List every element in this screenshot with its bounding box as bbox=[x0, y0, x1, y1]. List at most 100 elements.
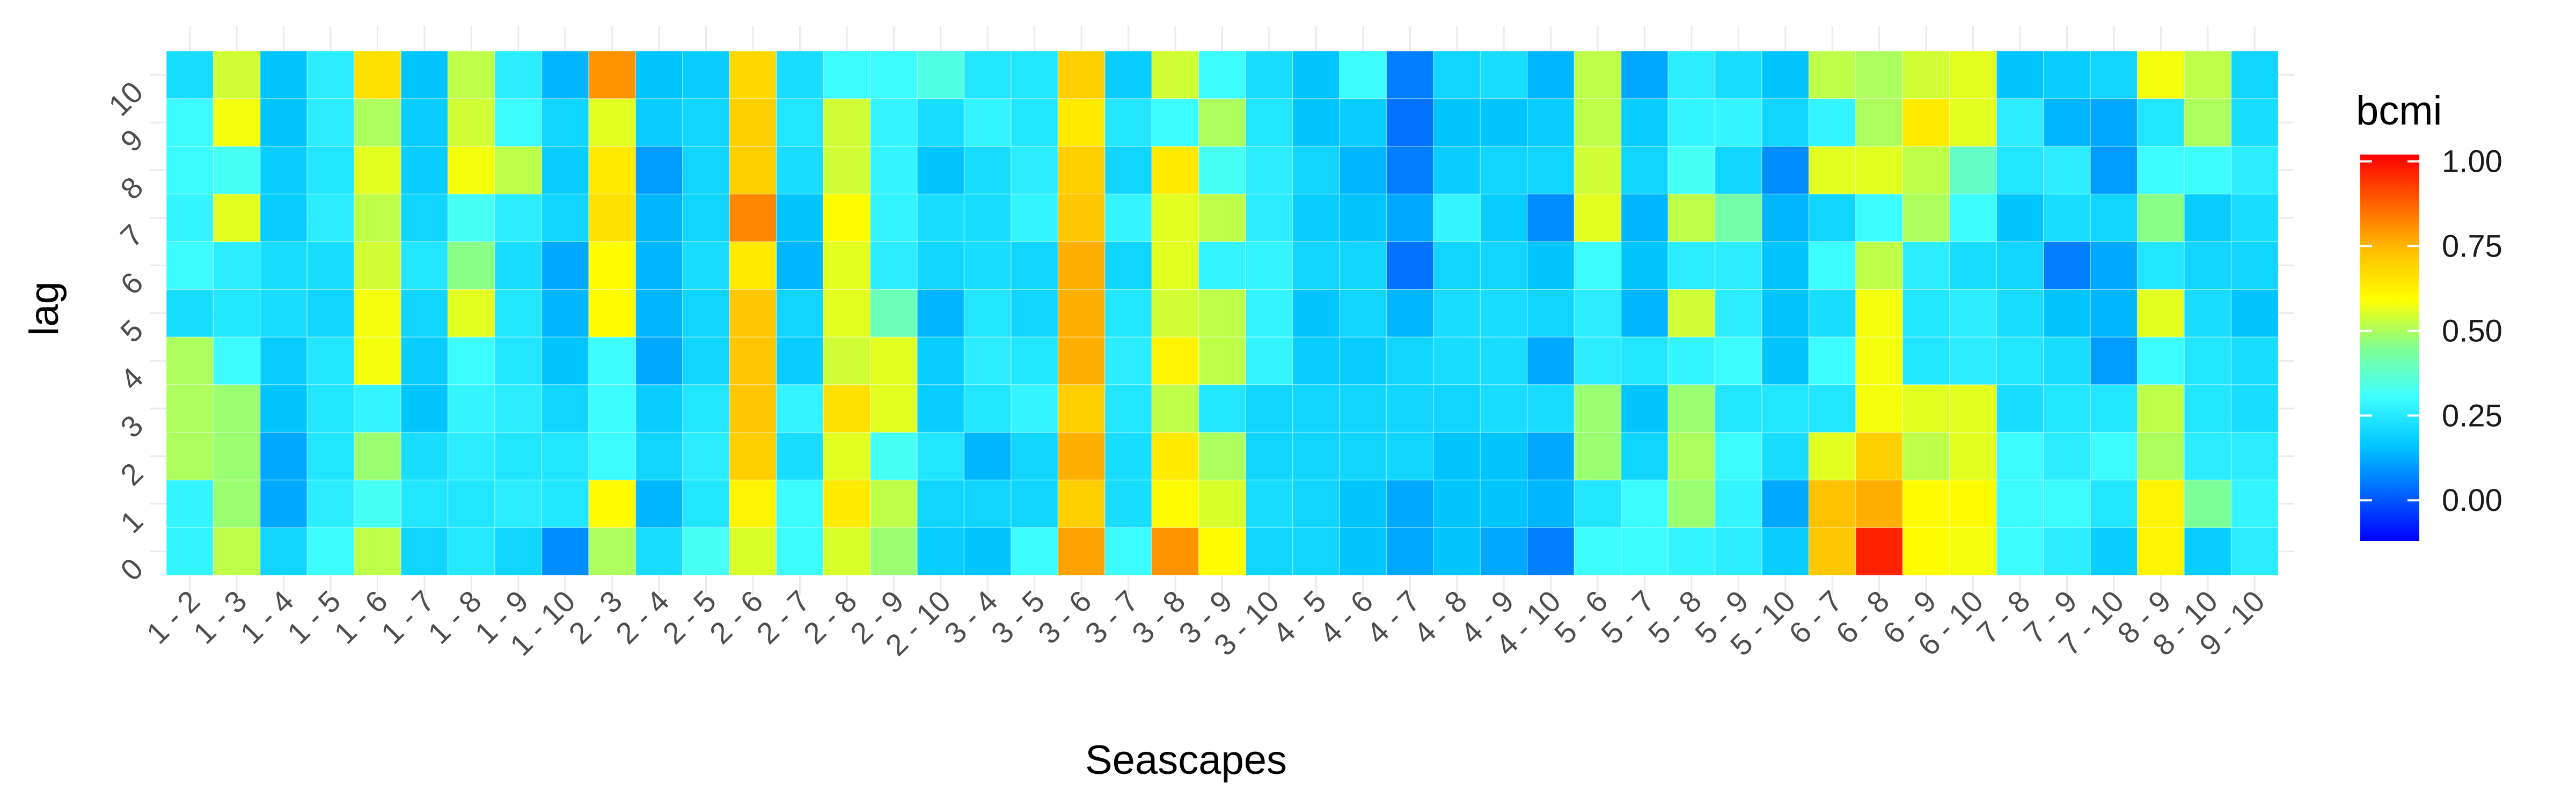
heatmap-cell bbox=[306, 98, 355, 147]
heatmap-cell bbox=[588, 145, 636, 195]
heatmap-cell bbox=[354, 527, 401, 576]
heatmap-cell bbox=[1104, 145, 1153, 195]
heatmap-cell bbox=[963, 98, 1012, 147]
heatmap-cell bbox=[1104, 384, 1153, 433]
heatmap-cell bbox=[2184, 193, 2232, 243]
heatmap-cell bbox=[1808, 193, 1856, 243]
heatmap-cell bbox=[1339, 384, 1387, 433]
heatmap-cell bbox=[1808, 336, 1856, 385]
heatmap-cell bbox=[1949, 98, 1997, 147]
heatmap-cells bbox=[166, 50, 2279, 576]
heatmap-cell bbox=[447, 479, 495, 528]
heatmap-cell bbox=[166, 98, 214, 147]
heatmap-cell bbox=[1057, 384, 1106, 433]
heatmap-cell bbox=[1245, 336, 1293, 385]
heatmap-cell bbox=[1339, 193, 1387, 243]
legend-tick-label: 0.00 bbox=[2442, 483, 2502, 518]
heatmap-cell bbox=[306, 479, 355, 528]
heatmap-cell bbox=[776, 527, 824, 576]
heatmap-cell bbox=[1855, 289, 1904, 338]
y-tick-label: 0 bbox=[114, 552, 150, 588]
heatmap-cell bbox=[1104, 431, 1153, 481]
heatmap-cell bbox=[1433, 384, 1481, 433]
heatmap-cell bbox=[729, 193, 777, 243]
heatmap-cell bbox=[400, 193, 449, 243]
heatmap-cell bbox=[1433, 336, 1481, 385]
heatmap-cell bbox=[447, 241, 495, 290]
heatmap-cell bbox=[869, 479, 918, 528]
heatmap-cell bbox=[869, 241, 918, 290]
heatmap-cell bbox=[260, 98, 308, 147]
heatmap-cell bbox=[2043, 193, 2091, 243]
heatmap-cell bbox=[869, 527, 918, 576]
heatmap-cell bbox=[1621, 50, 1668, 99]
heatmap-cell bbox=[2230, 145, 2279, 195]
heatmap-cell bbox=[400, 50, 449, 99]
heatmap-cell bbox=[306, 384, 355, 433]
heatmap-cell bbox=[1151, 336, 1199, 385]
heatmap-cell bbox=[1574, 431, 1622, 481]
heatmap-cell bbox=[166, 50, 214, 99]
heatmap-cell bbox=[1151, 479, 1199, 528]
heatmap-cell bbox=[2184, 336, 2232, 385]
heatmap-cell bbox=[1855, 98, 1904, 147]
heatmap-cell bbox=[588, 50, 636, 99]
heatmap-cell bbox=[823, 193, 871, 243]
heatmap-cell bbox=[1902, 98, 1950, 147]
heatmap-cell bbox=[1151, 289, 1199, 338]
heatmap-cell bbox=[1621, 431, 1668, 481]
heatmap-cell bbox=[682, 50, 730, 99]
heatmap-cell bbox=[1714, 98, 1762, 147]
heatmap-cell bbox=[1761, 50, 1810, 99]
heatmap-cell bbox=[306, 431, 355, 481]
heatmap-cell bbox=[447, 193, 495, 243]
heatmap-cell bbox=[1996, 289, 2044, 338]
heatmap-cell bbox=[2230, 336, 2279, 385]
heatmap-cell bbox=[1808, 431, 1856, 481]
y-tick-label: 3 bbox=[114, 408, 150, 444]
heatmap-cell bbox=[1527, 431, 1575, 481]
y-tick-label: 5 bbox=[114, 313, 150, 349]
heatmap-cell bbox=[260, 384, 308, 433]
heatmap-cell bbox=[1808, 527, 1856, 576]
heatmap-cell bbox=[400, 145, 449, 195]
heatmap-cell bbox=[213, 193, 261, 243]
heatmap-cell bbox=[729, 527, 777, 576]
heatmap-cell bbox=[1949, 336, 1997, 385]
y-tick-label: 7 bbox=[114, 218, 150, 254]
heatmap-cell bbox=[1527, 336, 1575, 385]
heatmap-cell bbox=[2090, 527, 2138, 576]
heatmap-cell bbox=[1855, 431, 1904, 481]
heatmap-cell bbox=[1104, 336, 1153, 385]
heatmap-cell bbox=[917, 145, 965, 195]
heatmap-cell bbox=[2043, 384, 2091, 433]
heatmap-cell bbox=[166, 431, 214, 481]
heatmap-cell bbox=[541, 145, 589, 195]
heatmap-cell bbox=[213, 50, 261, 99]
x-axis-title: Seascapes bbox=[1085, 737, 1287, 783]
heatmap-cell bbox=[1902, 289, 1950, 338]
heatmap-cell bbox=[1996, 431, 2044, 481]
heatmap-cell bbox=[1996, 336, 2044, 385]
legend-tick-label: 0.75 bbox=[2442, 229, 2502, 264]
heatmap-cell bbox=[354, 145, 401, 195]
heatmap-cell bbox=[588, 479, 636, 528]
heatmap-cell bbox=[635, 431, 683, 481]
heatmap-cell bbox=[588, 384, 636, 433]
heatmap-cell bbox=[1245, 289, 1293, 338]
heatmap-cell bbox=[963, 193, 1012, 243]
heatmap-cell bbox=[1151, 384, 1199, 433]
heatmap-cell bbox=[354, 193, 401, 243]
heatmap-cell bbox=[917, 50, 965, 99]
heatmap-cell bbox=[776, 384, 824, 433]
y-tick-label: 2 bbox=[114, 456, 150, 492]
heatmap-cell bbox=[494, 479, 543, 528]
heatmap-cell bbox=[1714, 50, 1762, 99]
legend-title: bcmi bbox=[2356, 88, 2442, 134]
heatmap-cell bbox=[1011, 527, 1059, 576]
heatmap-cell bbox=[494, 527, 543, 576]
heatmap-cell bbox=[729, 479, 777, 528]
heatmap-cell bbox=[2230, 193, 2279, 243]
heatmap-cell bbox=[682, 479, 730, 528]
